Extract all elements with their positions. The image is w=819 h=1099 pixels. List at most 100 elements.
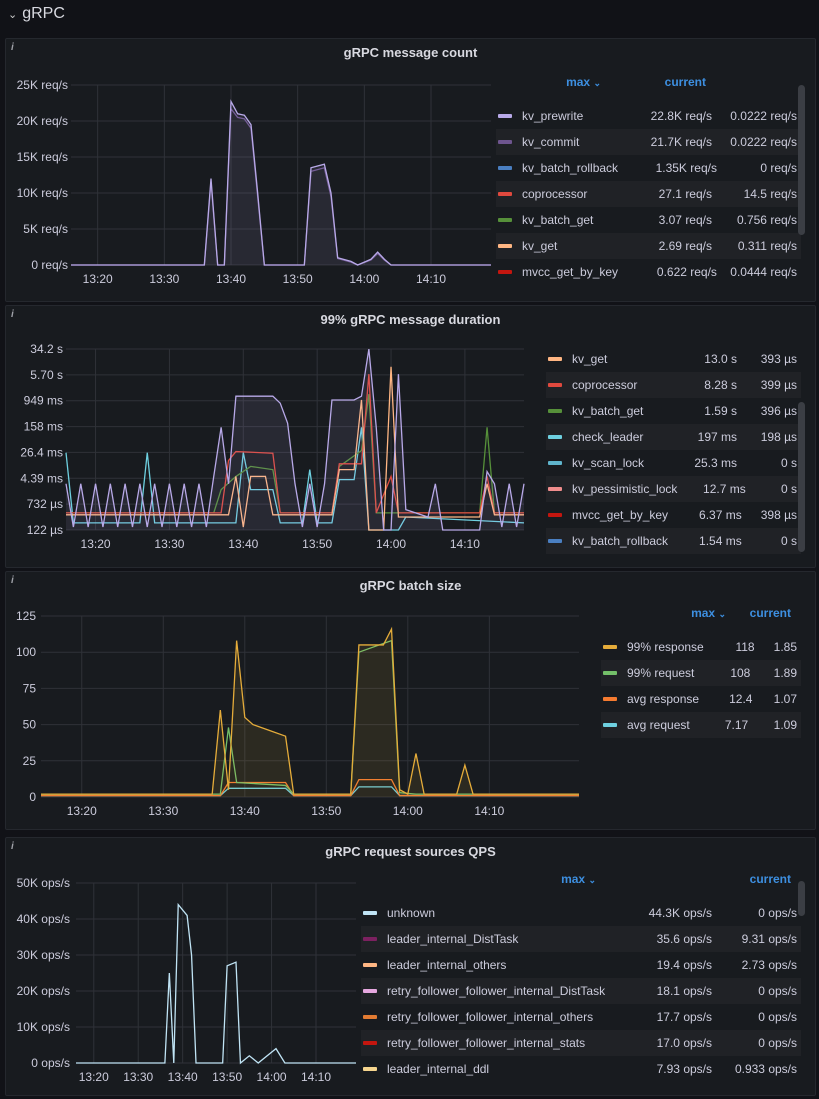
series-color-swatch (548, 487, 562, 491)
legend-item[interactable]: coprocessor 8.28 s 399 µs (546, 372, 801, 398)
y-tick-label: 30K ops/s (17, 948, 70, 962)
legend-item[interactable]: mvcc_get_by_key 6.37 ms 398 µs (546, 502, 801, 528)
legend-item[interactable]: kv_prewrite 22.8K req/s 0.0222 req/s (496, 103, 801, 129)
x-tick-label: 13:40 (216, 272, 246, 286)
legend-item[interactable]: avg response 12.4 1.07 (601, 686, 801, 712)
info-icon[interactable]: i (11, 575, 14, 586)
legend-item[interactable]: kv_get 2.69 req/s 0.311 req/s (496, 233, 801, 259)
legend-item[interactable]: kv_batch_rollback 1.54 ms 0 s (546, 528, 801, 554)
legend-item[interactable]: kv_batch_rollback 1.35K req/s 0 req/s (496, 155, 801, 181)
x-tick-label: 14:10 (416, 272, 446, 286)
panel-title[interactable]: gRPC request sources QPS (325, 844, 496, 859)
panel-title[interactable]: gRPC batch size (359, 578, 462, 593)
info-icon[interactable]: i (11, 841, 14, 852)
legend-item[interactable]: kv_commit 21.7K req/s 0.0222 req/s (496, 129, 801, 155)
legend-current-value: 399 µs (760, 378, 797, 392)
legend-series-name: retry_follower_follower_internal_others (387, 1010, 594, 1024)
panel-grpc-batch-size: i gRPC batch size 0 25 50 75 100 125 13:20 13:30 1… (5, 571, 816, 830)
legend-header-max[interactable]: max ⌄ (506, 872, 596, 886)
series-line-unknown (76, 902, 356, 1065)
y-tick-label: 20K ops/s (17, 984, 70, 998)
legend-item[interactable]: kv_batch_get 3.07 req/s 0.756 req/s (496, 207, 801, 233)
legend-current-value: 198 µs (760, 430, 797, 444)
panel-title[interactable]: 99% gRPC message duration (320, 312, 501, 327)
legend-current-value: 0.0444 req/s (730, 265, 797, 279)
series-color-swatch (498, 114, 512, 118)
legend: unknown 44.3K ops/s 0 ops/s leader_internal… (361, 900, 801, 1082)
legend-item[interactable]: mvcc_get_by_key 0.622 req/s 0.0444 req/s (496, 259, 801, 285)
legend-item[interactable]: leader_internal_others 19.4 ops/s 2.73 ops… (361, 952, 801, 978)
series-area (71, 101, 491, 265)
legend-item[interactable]: kv_pessimistic_lock 12.7 ms 0 s (546, 476, 801, 502)
series-line-99-response (41, 626, 579, 796)
legend-header-current[interactable]: current (749, 872, 791, 886)
x-tick-label: 13:20 (81, 537, 111, 551)
legend-current-value: 0.0222 req/s (730, 135, 797, 149)
legend-current-value: 0 s (780, 456, 797, 470)
series-color-swatch (363, 989, 377, 993)
chevron-down-icon: ⌄ (593, 78, 601, 88)
chevron-down-icon: ⌄ (588, 875, 596, 885)
panel-title[interactable]: gRPC message count (343, 45, 478, 60)
legend-item[interactable]: retry_follower_follower_internal_others 1… (361, 1004, 801, 1030)
legend-series-name: kv_get (572, 352, 608, 366)
legend-scrollbar[interactable] (798, 85, 805, 235)
legend-current-value: 0 s (780, 534, 797, 548)
legend-series-name: unknown (387, 906, 436, 920)
chart-plot[interactable]: 0 25 50 75 100 125 13:20 13:30 13:40 13:50 14:00 14… (6, 572, 815, 832)
legend-max-value: 13.0 s (704, 352, 737, 366)
legend-series-name: 99% response (627, 640, 704, 654)
legend-current-value: 0.0222 req/s (730, 109, 797, 123)
legend-series-name: leader_internal_ddl (387, 1062, 490, 1076)
legend-series-name: mvcc_get_by_key (522, 265, 619, 279)
legend-current-value: 0.311 req/s (737, 239, 797, 253)
legend-item[interactable]: unknown 44.3K ops/s 0 ops/s (361, 900, 801, 926)
legend-max-value: 19.4 ops/s (656, 958, 712, 972)
y-tick-label: 0 (29, 790, 36, 804)
x-tick-label: 13:50 (311, 804, 341, 818)
legend-header-current[interactable]: current (749, 606, 791, 620)
chart-plot[interactable]: 122 µs 732 µs 4.39 ms 26.4 ms 158 ms 949 ms 5.… (6, 306, 815, 566)
legend-item[interactable]: coprocessor 27.1 req/s 14.5 req/s (496, 181, 801, 207)
legend-item[interactable]: 99% request 108 1.89 (601, 660, 801, 686)
legend-series-name: avg request (627, 718, 690, 732)
legend-max-value: 108 (730, 666, 751, 680)
legend-header-max[interactable]: max ⌄ (511, 75, 601, 89)
legend-item[interactable]: retry_follower_follower_internal_stats 17… (361, 1030, 801, 1056)
legend-max-value: 118 (735, 640, 755, 654)
y-tick-label: 25K req/s (17, 78, 68, 92)
chart-plot[interactable]: 0 req/s 5K req/s 10K req/s 15K req/s 20K req… (6, 39, 815, 299)
chart-plot[interactable]: 0 ops/s 10K ops/s 20K ops/s 30K ops/s 40K op… (6, 838, 815, 1098)
legend-item[interactable]: 99% response 118 1.85 (601, 634, 801, 660)
legend-max-value: 197 ms (697, 430, 737, 444)
legend-header-current[interactable]: current (664, 75, 706, 89)
legend-header-max[interactable]: max ⌄ (636, 606, 726, 620)
legend-item[interactable]: leader_internal_DistTask 35.6 ops/s 9.31 o… (361, 926, 801, 952)
series-color-swatch (548, 435, 562, 439)
legend-item[interactable]: kv_batch_get 1.59 s 396 µs (546, 398, 801, 424)
legend-item[interactable]: leader_internal_ddl 7.93 ops/s 0.933 ops/s (361, 1056, 801, 1082)
series-color-swatch (498, 166, 512, 170)
legend-max-value: 1.59 s (704, 404, 737, 418)
legend-item[interactable]: check_leader 197 ms 198 µs (546, 424, 801, 450)
legend-scrollbar[interactable] (798, 881, 805, 916)
legend-series-name: retry_follower_follower_internal_DistTas… (387, 984, 606, 998)
legend-current-value: 393 µs (760, 352, 797, 366)
legend-header-max-label: max (561, 872, 586, 886)
legend-item[interactable]: kv_get 13.0 s 393 µs (546, 346, 801, 372)
series-color-swatch (603, 723, 617, 727)
legend-item[interactable]: avg request 7.17 1.09 (601, 712, 801, 738)
series-color-swatch (363, 937, 377, 941)
info-icon[interactable]: i (11, 309, 14, 320)
legend-item[interactable]: kv_scan_lock 25.3 ms 0 s (546, 450, 801, 476)
legend-max-value: 7.17 (724, 718, 749, 732)
row-header-grpc[interactable]: ⌄ gRPC (8, 5, 65, 23)
legend-max-value: 17.7 ops/s (656, 1010, 712, 1024)
legend-item[interactable]: retry_follower_follower_internal_DistTas… (361, 978, 801, 1004)
y-tick-label: 50K ops/s (17, 876, 70, 890)
legend-max-value: 35.6 ops/s (656, 932, 712, 946)
info-icon[interactable]: i (11, 42, 14, 53)
legend-series-name: coprocessor (572, 378, 638, 392)
legend-scrollbar[interactable] (798, 402, 805, 552)
y-tick-label: 50 (23, 718, 37, 732)
